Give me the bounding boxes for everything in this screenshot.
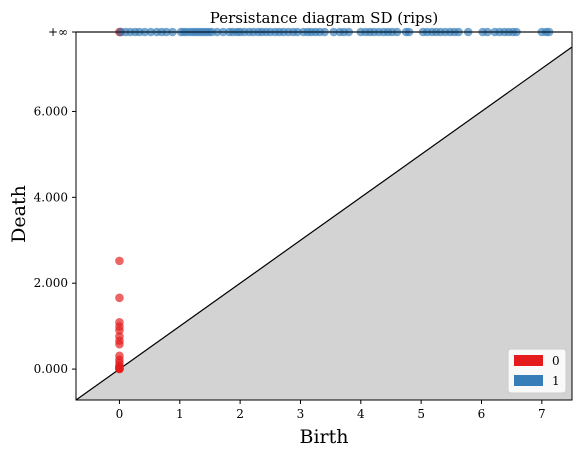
point-series-0	[115, 256, 124, 266]
y-tick-label: 4.000	[34, 190, 68, 204]
y-tick-label: 2.000	[34, 276, 68, 290]
diagonal-line	[75, 46, 573, 401]
x-tick-label: 6	[478, 407, 486, 421]
legend-swatch-1	[514, 375, 543, 386]
y-tick-label: 6.000	[34, 104, 68, 118]
y-axis: 0.000 2.000 4.000 6.000 +∞	[34, 25, 76, 376]
x-tick-label: 7	[538, 407, 546, 421]
x-axis: 0 1 2 3 4 5 6 7	[116, 400, 546, 421]
y-axis-label: Death	[8, 185, 30, 243]
legend-swatch-0	[514, 355, 543, 366]
point-series-0	[115, 317, 124, 327]
legend-label-1: 1	[552, 374, 560, 388]
point-series-0	[115, 293, 124, 303]
x-tick-label: 1	[176, 407, 184, 421]
x-tick-label: 3	[297, 407, 305, 421]
point-series-0	[115, 332, 124, 341]
y-tick-label-infinity: +∞	[48, 25, 68, 39]
legend-label-0: 0	[552, 354, 560, 368]
point-series-0	[115, 351, 124, 361]
x-tick-label: 2	[236, 407, 244, 421]
plot-area	[75, 27, 573, 401]
x-tick-label: 5	[417, 407, 425, 421]
legend: 0 1	[507, 348, 567, 394]
y-tick-label: 0.000	[34, 362, 68, 376]
plot-frame	[75, 31, 573, 401]
x-tick-label: 4	[357, 407, 365, 421]
x-tick-label: 0	[116, 407, 124, 421]
chart-title: Persistance diagram SD (rips)	[210, 9, 438, 27]
x-axis-label: Birth	[300, 426, 349, 448]
